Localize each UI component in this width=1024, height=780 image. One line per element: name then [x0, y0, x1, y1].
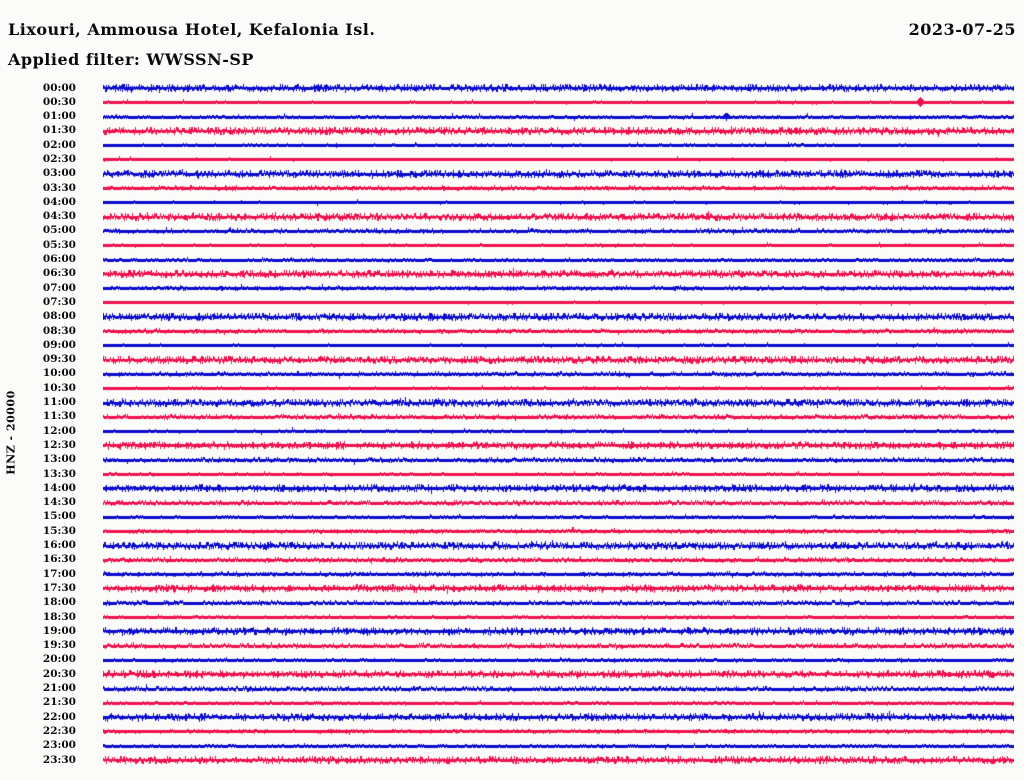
time-label: 06:00: [42, 253, 76, 266]
time-label: 22:30: [42, 724, 76, 737]
time-label: 16:00: [42, 539, 76, 552]
time-label: 10:30: [42, 381, 76, 394]
time-label: 08:00: [42, 310, 76, 323]
time-label: 04:30: [42, 210, 76, 223]
time-label: 23:30: [42, 753, 76, 766]
time-label: 07:00: [42, 281, 76, 294]
time-label: 02:30: [42, 152, 76, 165]
time-label: 12:30: [42, 438, 76, 451]
time-label: 14:00: [42, 481, 76, 494]
station-title: Lixouri, Ammousa Hotel, Kefalonia Isl.: [8, 20, 376, 39]
time-label: 02:00: [42, 138, 76, 151]
time-label: 17:00: [42, 567, 76, 580]
time-label: 03:30: [42, 181, 76, 194]
time-label: 01:30: [42, 124, 76, 137]
time-label: 00:30: [42, 95, 76, 108]
time-label: 21:00: [42, 682, 76, 694]
applied-filter-label: Applied filter: WWSSN-SP: [8, 50, 254, 69]
time-label: 20:30: [42, 667, 76, 680]
seismogram-traces-canvas: [103, 78, 1014, 773]
time-label: 22:00: [42, 710, 76, 723]
time-label: 04:00: [42, 195, 76, 208]
time-label: 09:30: [42, 353, 76, 366]
time-label: 16:30: [42, 553, 76, 566]
time-label: 13:30: [42, 467, 76, 480]
time-label: 09:00: [42, 338, 76, 351]
time-label: 15:00: [42, 510, 76, 523]
time-label: 07:30: [42, 295, 76, 308]
time-label: 19:30: [42, 639, 76, 652]
time-label: 19:00: [42, 624, 76, 637]
time-label: 13:00: [42, 453, 76, 466]
time-label: 08:30: [42, 324, 76, 337]
time-label: 00:00: [42, 81, 76, 94]
time-label: 06:30: [42, 267, 76, 280]
time-label: 18:30: [42, 610, 76, 623]
time-label: 23:00: [42, 739, 76, 752]
channel-scale-label: HNZ - 20000: [4, 390, 18, 475]
time-label: 12:00: [42, 424, 76, 437]
time-label: 20:00: [42, 653, 76, 666]
time-label: 14:30: [42, 496, 76, 509]
time-label: 17:30: [42, 581, 76, 594]
time-label: 10:00: [42, 367, 76, 380]
time-label: 21:30: [42, 696, 76, 709]
time-label: 18:00: [42, 596, 76, 609]
time-label: 01:00: [42, 110, 76, 123]
time-label: 11:30: [42, 410, 76, 423]
time-label: 11:00: [42, 396, 76, 409]
time-label: 15:30: [42, 524, 76, 537]
time-label: 05:00: [42, 224, 76, 237]
time-label: 05:30: [42, 238, 76, 251]
date-label: 2023-07-25: [908, 20, 1016, 39]
time-label: 03:00: [42, 167, 76, 180]
